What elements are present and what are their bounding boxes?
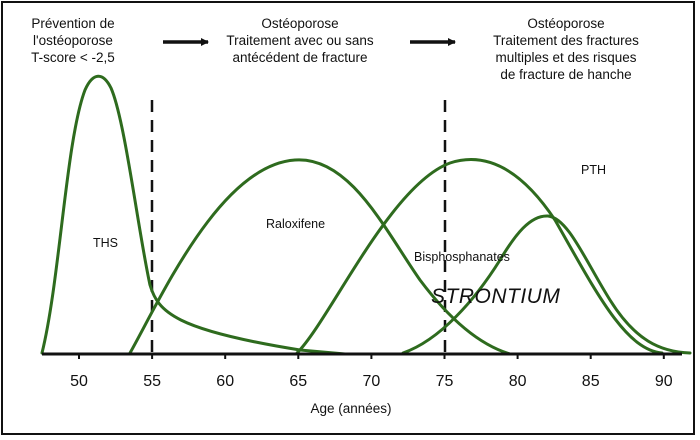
x-tick-label: 85: [582, 373, 600, 390]
label-bisphosphonates: Bisphosphanates: [414, 250, 510, 264]
x-tick-label: 50: [70, 373, 88, 390]
label-pth: PTH: [581, 163, 606, 177]
x-tick-label: 65: [289, 373, 307, 390]
header-treatment-line-2: Traitement avec ou sans: [226, 33, 374, 48]
label-strontium: STRONTIUM: [431, 285, 560, 308]
x-tick-label: 90: [655, 373, 673, 390]
curves-group: [40, 74, 692, 356]
curve-strontium-pth: [401, 214, 692, 355]
header-treatment-line-3: antécédent de fracture: [232, 50, 368, 65]
x-tick-label: 75: [436, 373, 454, 390]
header-fractures-line-2: Traitement des fractures: [493, 33, 639, 48]
header-treatment-line-1: Ostéoporose: [261, 16, 339, 31]
x-axis-ticks: 50 55 60 65 70 75 80 85 90: [70, 354, 673, 390]
header-fractures-line-4: de fracture de hanche: [500, 67, 632, 82]
curve-bisphosphonates: [295, 158, 664, 355]
x-tick-label: 55: [143, 373, 161, 390]
header-fractures: Ostéoporose Traitement des fractures mul…: [466, 15, 666, 83]
header-prevention-line-2: l'ostéoporose: [33, 33, 113, 48]
header-fractures-line-1: Ostéoporose: [527, 16, 605, 31]
label-ths: THS: [93, 236, 118, 250]
header-prevention: Prévention de l'ostéoporose T-score < -2…: [8, 15, 138, 66]
curve-raloxifene: [128, 158, 512, 356]
x-tick-label: 80: [509, 373, 527, 390]
header-fractures-line-3: multiples et des risques: [495, 50, 637, 65]
x-tick-label: 70: [363, 373, 381, 390]
curve-ths: [40, 74, 347, 356]
header-treatment: Ostéoporose Traitement avec ou sans anté…: [205, 15, 395, 66]
figure-frame: [1, 1, 695, 435]
x-tick-label: 60: [216, 373, 234, 390]
x-axis-title: Age (années): [310, 401, 391, 416]
header-prevention-line-1: Prévention de: [31, 16, 115, 31]
header-prevention-line-3: T-score < -2,5: [31, 50, 115, 65]
label-raloxifene: Raloxifene: [266, 217, 325, 231]
